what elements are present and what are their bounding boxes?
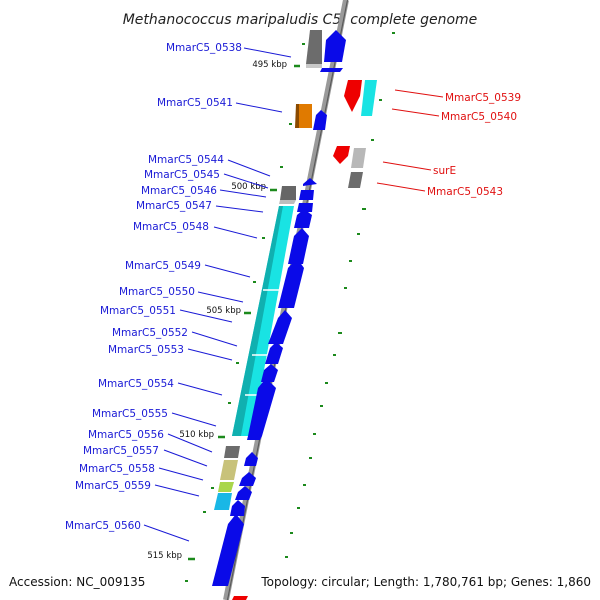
forward-gene-labels: MmarC5_0538 MmarC5_0541 MmarC5_0544 Mmar… bbox=[65, 42, 242, 532]
gene-label-MmarC5_0544[interactable]: MmarC5_0544 bbox=[148, 154, 224, 166]
domain-block-0538 bbox=[306, 30, 322, 64]
domain-block-sure bbox=[351, 148, 366, 168]
gene-label-MmarC5_0549[interactable]: MmarC5_0549 bbox=[125, 260, 201, 272]
domain-block-0540 bbox=[361, 80, 377, 116]
gene-arrow-0558[interactable] bbox=[235, 486, 252, 500]
gene-arrow-0548[interactable] bbox=[288, 228, 309, 264]
gene-arrow-0545[interactable] bbox=[299, 190, 314, 200]
gene-arrow-0549[interactable] bbox=[278, 258, 304, 308]
kbp-label: 505 kbp bbox=[206, 306, 241, 316]
gene-label-MmarC5_0539[interactable]: MmarC5_0539 bbox=[445, 92, 521, 104]
gene-arrow-bottom[interactable] bbox=[232, 596, 248, 600]
gene-arrow-0539[interactable] bbox=[344, 80, 362, 112]
gene-arrow-0551[interactable] bbox=[268, 310, 292, 344]
gene-label-MmarC5_0559[interactable]: MmarC5_0559 bbox=[75, 480, 151, 492]
gene-arrow-0547[interactable] bbox=[294, 209, 312, 228]
domain-block-0557 bbox=[220, 460, 238, 480]
kbp-label: 500 kbp bbox=[231, 182, 266, 192]
domain-block-0546 bbox=[280, 186, 296, 200]
gene-arrow-0554a[interactable] bbox=[261, 364, 278, 382]
gene-arrow-0553[interactable] bbox=[265, 342, 283, 364]
domain-block-0538b bbox=[306, 64, 322, 68]
gene-label-MmarC5_0552[interactable]: MmarC5_0552 bbox=[112, 327, 188, 339]
gene-label-MmarC5_0553[interactable]: MmarC5_0553 bbox=[108, 344, 184, 356]
domain-block-0547 bbox=[279, 200, 296, 204]
kbp-scale: 495 kbp 500 kbp 505 kbp 510 kbp 515 kbp bbox=[147, 60, 300, 561]
topology-text: Topology: circular; Length: 1,780,761 bp… bbox=[260, 575, 591, 589]
accession-text: Accession: NC_009135 bbox=[9, 575, 145, 589]
gene-label-MmarC5_0554[interactable]: MmarC5_0554 bbox=[98, 378, 174, 390]
domain-block-0559 bbox=[214, 493, 232, 510]
gene-label-MmarC5_0556[interactable]: MmarC5_0556 bbox=[88, 429, 164, 441]
protein-domain-blocks bbox=[214, 30, 377, 510]
leader-lines-forward bbox=[143, 47, 292, 542]
gene-arrow-0538-tail[interactable] bbox=[320, 68, 343, 72]
gene-arrow-0559[interactable] bbox=[230, 500, 245, 516]
gene-label-MmarC5_0543[interactable]: MmarC5_0543 bbox=[427, 186, 503, 198]
gene-label-MmarC5_0557[interactable]: MmarC5_0557 bbox=[83, 445, 159, 457]
gene-label-MmarC5_0541[interactable]: MmarC5_0541 bbox=[157, 97, 233, 109]
gene-arrow-0538[interactable] bbox=[324, 30, 346, 62]
gene-arrow-0544[interactable] bbox=[303, 178, 317, 186]
gene-label-MmarC5_0540[interactable]: MmarC5_0540 bbox=[441, 111, 517, 123]
tick-marks bbox=[185, 32, 395, 582]
domain-block-0556 bbox=[224, 446, 240, 458]
gene-label-MmarC5_0551[interactable]: MmarC5_0551 bbox=[100, 305, 176, 317]
gene-label-MmarC5_0545[interactable]: MmarC5_0545 bbox=[144, 169, 220, 181]
domain-block-0541 bbox=[296, 104, 312, 128]
gene-arrow-sure[interactable] bbox=[333, 146, 350, 164]
leader-lines-reverse bbox=[376, 89, 444, 192]
forward-genes bbox=[212, 30, 346, 586]
reverse-genes bbox=[232, 80, 362, 600]
gene-label-MmarC5_0547[interactable]: MmarC5_0547 bbox=[136, 200, 212, 212]
gene-arrow-0546[interactable] bbox=[297, 203, 313, 212]
reverse-gene-labels: MmarC5_0539 MmarC5_0540 surE MmarC5_0543 bbox=[427, 92, 521, 198]
gene-label-surE[interactable]: surE bbox=[433, 165, 456, 177]
gene-label-MmarC5_0550[interactable]: MmarC5_0550 bbox=[119, 286, 195, 298]
kbp-label: 495 kbp bbox=[252, 60, 287, 70]
gene-arrow-0555-tail[interactable] bbox=[247, 436, 262, 440]
domain-block-cyan-edge bbox=[232, 206, 283, 436]
gene-label-MmarC5_0555[interactable]: MmarC5_0555 bbox=[92, 408, 168, 420]
gene-label-MmarC5_0548[interactable]: MmarC5_0548 bbox=[133, 221, 209, 233]
gene-label-MmarC5_0560[interactable]: MmarC5_0560 bbox=[65, 520, 141, 532]
domain-block-0543 bbox=[348, 172, 363, 188]
gene-label-MmarC5_0538[interactable]: MmarC5_0538 bbox=[166, 42, 242, 54]
kbp-label: 515 kbp bbox=[147, 551, 182, 561]
kbp-label: 510 kbp bbox=[179, 430, 214, 440]
map-title: Methanococcus maripaludis C5, complete g… bbox=[123, 12, 478, 28]
gene-label-MmarC5_0558[interactable]: MmarC5_0558 bbox=[79, 463, 155, 475]
gene-arrow-0555[interactable] bbox=[248, 378, 276, 436]
domain-block-0558 bbox=[218, 482, 234, 492]
gene-arrow-0557[interactable] bbox=[239, 472, 256, 486]
gene-arrow-0541[interactable] bbox=[313, 110, 327, 130]
gene-arrow-0560[interactable] bbox=[212, 514, 244, 586]
gene-label-MmarC5_0546[interactable]: MmarC5_0546 bbox=[141, 185, 217, 197]
domain-block-0541-edge bbox=[295, 104, 299, 128]
gene-arrow-0556[interactable] bbox=[244, 452, 258, 466]
